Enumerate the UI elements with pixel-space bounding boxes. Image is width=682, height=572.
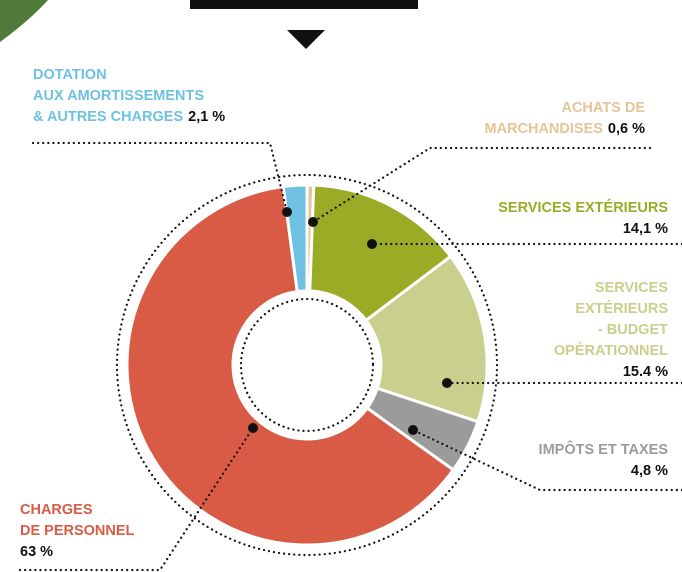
leader-dot xyxy=(308,217,318,227)
value-label: 14,1 % xyxy=(623,221,668,237)
value-label: 0,6 % xyxy=(608,121,645,137)
leader-dot xyxy=(367,239,377,249)
header-bar xyxy=(190,0,418,9)
value-label: 4,8 % xyxy=(631,463,668,479)
outer-ring xyxy=(115,173,499,557)
inner-ring xyxy=(239,297,375,433)
label-line: AUX AMORTISSEMENTS xyxy=(33,88,204,104)
category-label: ACHATS DE MARCHANDISES 0,6 % xyxy=(484,100,645,137)
label-line: EXTÉRIEURS xyxy=(575,300,668,317)
label-line: CHARGES xyxy=(20,502,93,518)
label-line: DE PERSONNEL xyxy=(20,523,135,539)
donut-segment xyxy=(363,254,489,424)
category-label: SERVICES EXTÉRIEURS - BUDGET OPÉRATIONNEL 15… xyxy=(554,280,668,380)
value-label: 2,1 % xyxy=(188,109,225,125)
leader-dot xyxy=(248,423,258,433)
value-label: 15.4 % xyxy=(623,364,668,380)
label-line: SERVICES xyxy=(595,280,668,296)
value-label: 63 % xyxy=(20,544,53,560)
label-line: MARCHANDISES xyxy=(484,121,603,137)
label-line: ACHATS DE xyxy=(561,100,645,116)
leader-line xyxy=(18,426,255,572)
donut-segment xyxy=(308,183,453,323)
category-label: SERVICES EXTÉRIEURS 14,1 % xyxy=(498,199,668,237)
leader-dot xyxy=(282,207,292,217)
leader-line xyxy=(411,428,682,492)
leaf-decoration xyxy=(0,0,48,42)
donut-segment xyxy=(125,184,456,547)
category-label: CHARGES DE PERSONNEL 63 % xyxy=(20,502,135,560)
leader-line xyxy=(311,146,652,224)
label-line: DOTATION xyxy=(33,67,107,83)
label-line: & AUTRES CHARGES xyxy=(33,109,183,125)
leader-dot xyxy=(442,378,452,388)
label-line: OPÉRATIONNEL xyxy=(554,342,668,359)
label-line: IMPÔTS ET TAXES xyxy=(539,440,669,458)
category-label: DOTATION AUX AMORTISSEMENTS & AUTRES CHARG… xyxy=(33,67,225,125)
down-arrow xyxy=(287,30,325,49)
label-line: - BUDGET xyxy=(598,322,668,338)
leader-dot xyxy=(408,425,418,435)
category-label: IMPÔTS ET TAXES 4,8 % xyxy=(539,440,669,479)
label-line: SERVICES EXTÉRIEURS xyxy=(498,199,668,216)
